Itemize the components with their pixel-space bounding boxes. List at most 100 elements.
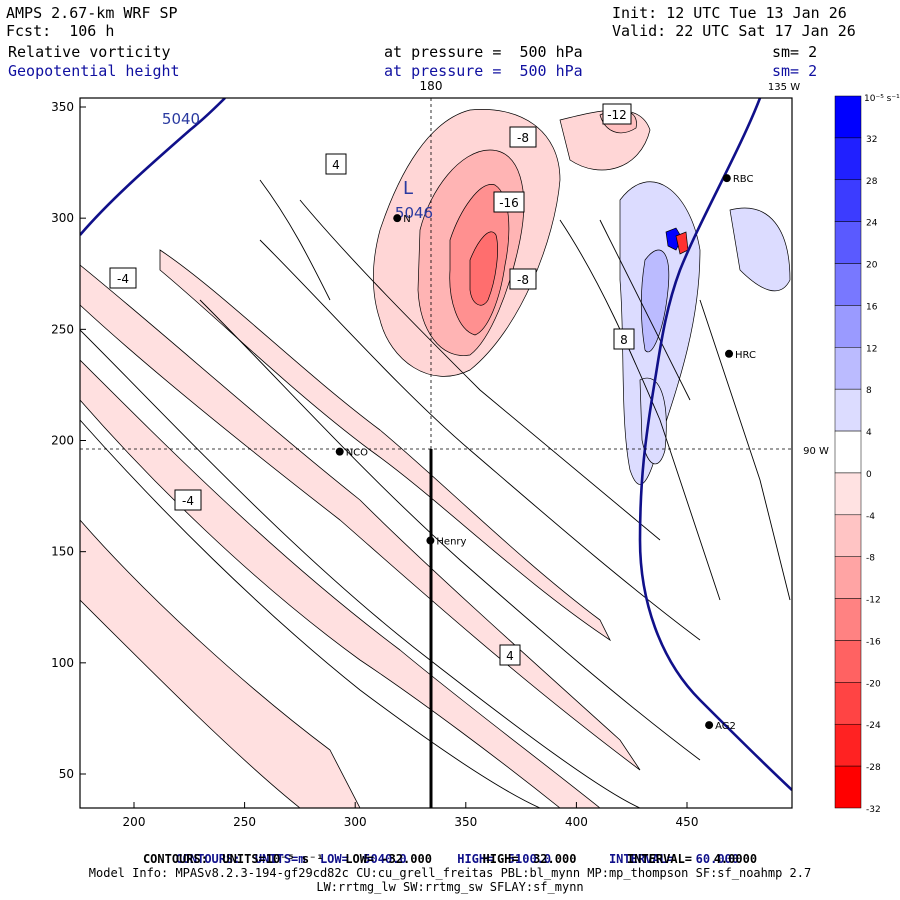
- station-label: RBC: [733, 174, 754, 185]
- low-letter: L: [403, 178, 413, 199]
- vorticity-contours: [80, 179, 791, 808]
- lon-90w-label: 90 W: [803, 446, 829, 457]
- height-contour-label: 5040: [162, 110, 200, 128]
- colorbar-label: 0: [866, 470, 872, 480]
- x-tick-label: 250: [233, 815, 256, 829]
- colorbar-swatch: [834, 723, 862, 767]
- x-axis: 200 250 300 350 400 450: [123, 802, 699, 829]
- lon-180-label: 180: [420, 79, 443, 93]
- x-tick-label: 300: [344, 815, 367, 829]
- x-tick-label: 200: [123, 815, 146, 829]
- station-label: N: [403, 214, 410, 225]
- station-label: HRC: [735, 350, 756, 361]
- station-dot: [725, 349, 734, 358]
- colorbar-swatch: [834, 137, 862, 181]
- low-value: 5046: [395, 204, 433, 222]
- svg-text:4: 4: [506, 649, 514, 663]
- negative-vorticity-bands: [80, 249, 641, 808]
- station-label: AG2: [715, 721, 736, 732]
- station-dot: [335, 447, 344, 456]
- lon-135w-label: 135 W: [768, 82, 800, 93]
- svg-text:-4: -4: [117, 272, 129, 286]
- strong-negative-vorticity: [372, 109, 651, 377]
- svg-text:8: 8: [620, 333, 628, 347]
- y-tick-label: 300: [51, 211, 74, 225]
- station-label: NCO: [346, 448, 368, 459]
- x-tick-label: 450: [676, 815, 699, 829]
- colorbar-swatch: [834, 598, 862, 641]
- field2-label: Geopotential height: [8, 62, 180, 80]
- colorbar-label: -8: [866, 554, 875, 564]
- colorbar-label: 28: [866, 177, 878, 187]
- colorbar-label: -24: [866, 721, 881, 731]
- colorbar-swatch: [834, 640, 862, 683]
- field1-label: Relative vorticity: [8, 43, 171, 61]
- footer-physics: LW:rrtmg_lw SW:rrtmg_sw SFLAY:sf_mynn: [316, 880, 584, 894]
- colorbar-swatch: [834, 95, 862, 139]
- svg-text:-4: -4: [182, 494, 194, 508]
- x-tick-label: 350: [454, 815, 477, 829]
- colorbar-swatch: [834, 682, 862, 725]
- y-tick-label: 100: [51, 656, 74, 670]
- pressure2-label: at pressure = 500 hPa: [384, 62, 583, 80]
- x-tick-label: 400: [565, 815, 588, 829]
- colorbar: 32 28 24 20 16 12 8 4 0 -4 -8 -12 -16 -20 -24 -28 -32: [834, 95, 881, 815]
- station-markers: RBC N HRC NCO Henry AG2: [335, 174, 756, 732]
- colorbar-swatch: [834, 430, 862, 474]
- colorbar-label: -16: [866, 637, 881, 647]
- colorbar-label: 8: [866, 386, 872, 396]
- station-dot: [426, 536, 435, 545]
- map-plot-area: [80, 98, 792, 808]
- init-time: Init: 12 UTC Tue 13 Jan 26: [612, 4, 847, 22]
- colorbar-label: 4: [866, 428, 872, 438]
- colorbar-swatch: [834, 472, 862, 516]
- model-title: AMPS 2.67-km WRF SP: [6, 4, 178, 22]
- colorbar-swatch: [834, 556, 862, 599]
- colorbar-swatch: [834, 263, 862, 306]
- svg-text:4: 4: [332, 158, 340, 172]
- svg-text:-16: -16: [499, 196, 519, 210]
- station-label: Henry: [436, 537, 466, 548]
- y-tick-label: 350: [51, 100, 74, 114]
- colorbar-units: 10⁻⁵ s⁻¹: [864, 94, 900, 104]
- colorbar-label: -20: [866, 679, 881, 689]
- valid-time: Valid: 22 UTC Sat 17 Jan 26: [612, 22, 856, 40]
- station-dot: [393, 214, 402, 223]
- colorbar-label: -28: [866, 763, 881, 773]
- colorbar-swatch: [834, 179, 862, 222]
- svg-text:-8: -8: [517, 273, 529, 287]
- smoothing1: sm= 2: [772, 43, 818, 61]
- colorbar-swatch: [834, 388, 862, 432]
- forecast-hour: Fcst: 106 h: [6, 22, 115, 40]
- y-tick-label: 150: [51, 545, 74, 559]
- colorbar-swatch: [834, 347, 862, 390]
- colorbar-label: 24: [866, 219, 878, 229]
- colorbar-label: -4: [866, 512, 875, 522]
- svg-text:-8: -8: [517, 131, 529, 145]
- colorbar-swatch: [834, 765, 862, 809]
- colorbar-swatch: [834, 514, 862, 557]
- height-contours: [80, 98, 792, 791]
- colorbar-swatch: [834, 221, 862, 264]
- y-tick-label: 250: [51, 322, 74, 336]
- footer-model-info: Model Info: MPASv8.2.3-194-gf29cd82c CU:…: [88, 866, 812, 880]
- plot-frame: [79, 97, 793, 809]
- smoothing2: sm= 2: [772, 62, 818, 80]
- pressure1-label: at pressure = 500 hPa: [384, 43, 583, 61]
- station-dot: [705, 721, 714, 730]
- y-tick-label: 200: [51, 434, 74, 448]
- contour-value-labels: -12 -8 -16 -8 -4 4 8 -4 4: [109, 103, 635, 666]
- colorbar-label: -32: [866, 805, 881, 815]
- colorbar-swatch: [834, 305, 862, 348]
- y-tick-label: 50: [59, 767, 74, 781]
- colorbar-label: -12: [866, 596, 881, 606]
- footer-height-contours: CONTOURS: UNITS=m LOW= 5040.0 HIGH= 5100…: [175, 852, 739, 866]
- colorbar-label: 12: [866, 344, 877, 354]
- colorbar-label: 16: [866, 302, 878, 312]
- footer-vorticity-contours: CONTOURS: UNITS=10⁻⁵ s⁻¹ LOW= -32.000 HI…: [142, 852, 758, 866]
- colorbar-label: 32: [866, 135, 877, 145]
- colorbar-label: 20: [866, 261, 878, 271]
- y-axis: 350 300 250 200 150 100 50: [51, 100, 86, 781]
- svg-text:-12: -12: [607, 108, 627, 122]
